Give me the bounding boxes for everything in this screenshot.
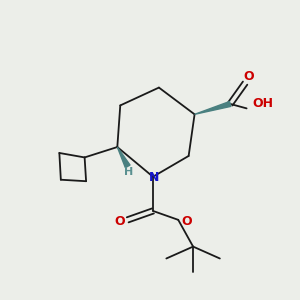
Text: OH: OH xyxy=(252,98,273,110)
Text: O: O xyxy=(114,215,125,228)
Polygon shape xyxy=(195,101,231,114)
Text: N: N xyxy=(148,171,159,184)
Text: O: O xyxy=(243,70,254,83)
Text: O: O xyxy=(181,215,192,228)
Polygon shape xyxy=(117,147,130,168)
Text: H: H xyxy=(124,167,133,177)
